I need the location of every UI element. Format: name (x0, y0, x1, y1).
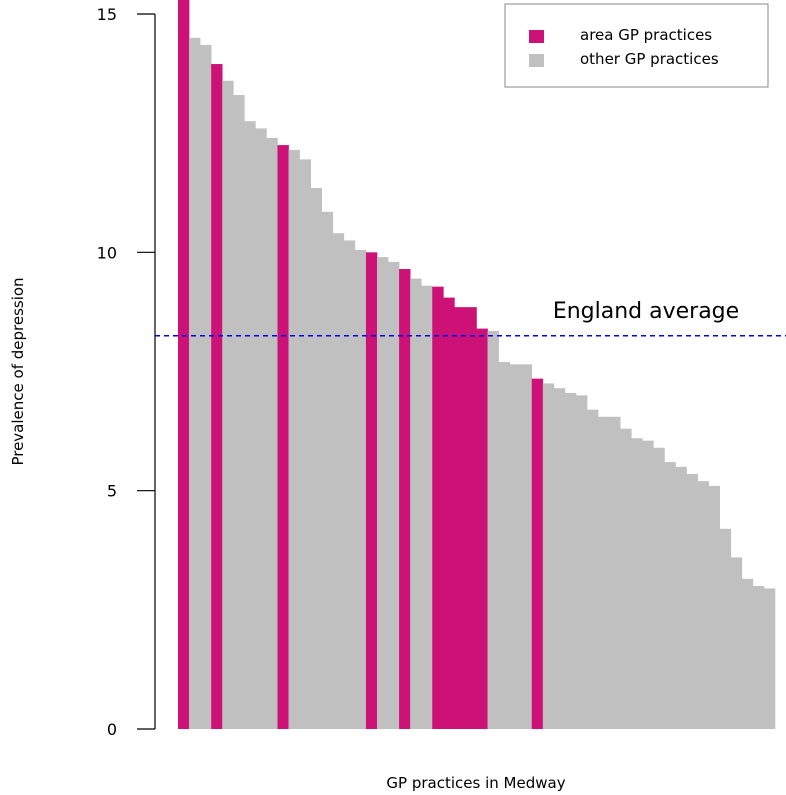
x-axis-label: GP practices in Medway (386, 774, 565, 792)
bar-other-practice (520, 364, 533, 729)
y-axis-label: Prevalence of depression (9, 277, 27, 465)
bar-area-practice (454, 307, 466, 729)
bar-other-practice (498, 361, 510, 729)
bar-other-practice (598, 416, 610, 729)
legend-swatch-area (529, 30, 544, 43)
legend-swatch-other (529, 54, 544, 67)
bar-other-practice (631, 438, 643, 729)
legend-box (504, 3, 769, 88)
bar-other-practice (686, 473, 698, 729)
bar-other-practice (664, 462, 676, 729)
bar-other-practice (377, 257, 389, 729)
bar-other-practice (310, 187, 323, 730)
bar-other-practice (421, 285, 433, 729)
bar-area-practice (399, 269, 411, 729)
bar-other-practice (653, 447, 665, 729)
bar-other-practice (388, 261, 400, 729)
bar-other-practice (542, 383, 555, 729)
bar-other-practice (741, 578, 754, 729)
y-tick-label: 10 (97, 243, 117, 262)
bar-other-practice (299, 159, 311, 729)
bar-area-practice (465, 307, 477, 729)
y-tick-label: 0 (107, 720, 117, 739)
bar-other-practice (553, 388, 566, 729)
bar-other-practice (487, 330, 499, 729)
bar-other-practice (410, 278, 422, 729)
bar-other-practice (719, 528, 732, 729)
bars-group (178, 0, 776, 730)
bar-other-practice (642, 440, 654, 729)
legend: area GP practices other GP practices (504, 3, 769, 88)
bar-area-practice (476, 328, 488, 729)
legend-label-area: area GP practices (580, 26, 712, 44)
bar-other-practice (708, 485, 721, 729)
legend-label-other: other GP practices (580, 50, 719, 68)
bar-area-practice (178, 0, 190, 729)
bar-other-practice (189, 37, 201, 729)
bar-other-practice (730, 557, 743, 729)
bar-other-practice (266, 137, 278, 729)
bar-other-practice (222, 80, 234, 730)
bar-other-practice (233, 95, 245, 729)
bar-other-practice (564, 392, 577, 729)
y-tick-label: 5 (107, 482, 117, 501)
bar-other-practice (255, 128, 267, 729)
bar-area-practice (432, 286, 444, 729)
bar-other-practice (509, 364, 522, 729)
bar-other-practice (752, 586, 765, 729)
y-tick-label: 15 (97, 5, 117, 24)
bar-other-practice (620, 428, 632, 729)
bar-other-practice (288, 149, 300, 730)
bar-other-practice (244, 121, 256, 729)
bar-other-practice (697, 481, 709, 729)
bar-area-practice (365, 252, 378, 729)
england-average-label: England average (553, 299, 739, 324)
bar-other-practice (576, 395, 588, 729)
bar-area-practice (277, 145, 289, 729)
bar-other-practice (675, 466, 687, 729)
bar-other-practice (332, 233, 345, 729)
bar-other-practice (343, 240, 356, 730)
bar-other-practice (200, 44, 212, 730)
bar-other-practice (321, 211, 334, 729)
bar-area-practice (531, 378, 544, 729)
bar-other-practice (609, 416, 621, 729)
y-axis: 0 5 10 15 (97, 5, 156, 739)
bar-other-practice (763, 588, 776, 729)
bar-other-practice (354, 249, 367, 729)
bar-area-practice (443, 297, 455, 729)
bar-other-practice (587, 409, 599, 729)
bar-area-practice (211, 64, 223, 730)
